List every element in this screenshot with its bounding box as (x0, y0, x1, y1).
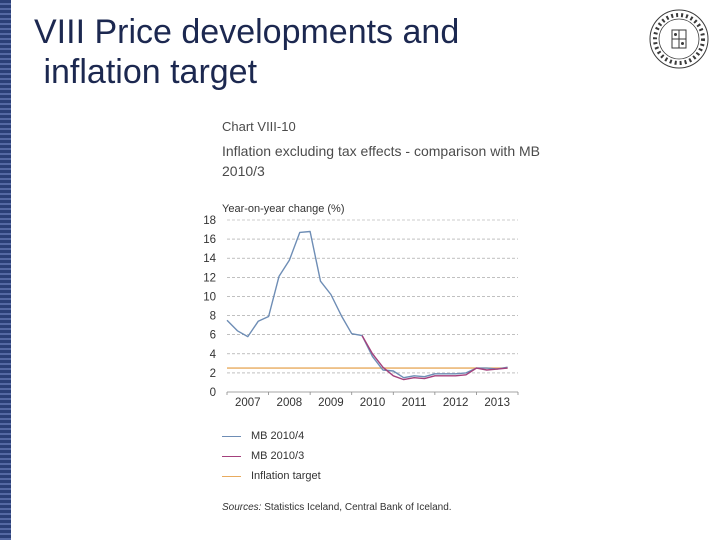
slide-edge-decoration (0, 0, 11, 540)
x-tick-label: 2009 (318, 397, 344, 409)
sources-label: Sources: (222, 502, 262, 513)
chart-title: Inflation excluding tax effects - compar… (222, 143, 541, 179)
slide-title-line-1: VIII Price developments and (34, 13, 460, 51)
y-tick-label: 0 (210, 387, 216, 399)
legend-label-inflation-target: Inflation target (251, 470, 321, 482)
y-tick-label: 14 (203, 253, 216, 265)
series-line-mb-2010-4 (226, 230, 508, 379)
y-tick-label: 10 (203, 291, 216, 303)
sources-text: Statistics Iceland, Central Bank of Icel… (264, 502, 452, 513)
y-tick-label: 8 (210, 311, 216, 323)
line-chart: Year-on-year change (%) 181614121086420 … (203, 203, 519, 409)
y-tick-label: 2 (210, 368, 216, 380)
central-bank-seal-logo (649, 9, 709, 69)
x-tick-label: 2007 (235, 397, 261, 409)
slide-title-line-2: inflation target (34, 53, 258, 91)
y-tick-label: 6 (210, 330, 216, 342)
x-tick-label: 2012 (443, 397, 469, 409)
chart-sources: Sources: Statistics Iceland, Central Ban… (222, 502, 452, 513)
legend-item-mb-2010-4: MB 2010/4 (222, 426, 321, 446)
chart-legend: MB 2010/4 MB 2010/3 Inflation target (222, 426, 321, 486)
x-tick-labels: 2007 2008 2009 2010 2011 2012 2013 (235, 397, 510, 409)
series-line-mb-2010-3 (361, 335, 508, 381)
legend-swatch-inflation-target (222, 475, 241, 477)
x-tick-label: 2008 (277, 397, 303, 409)
legend-swatch-mb-2010-3 (222, 455, 241, 457)
chart-header: Chart VIII-10 Inflation excluding tax ef… (222, 118, 542, 181)
y-tick-label: 18 (203, 215, 216, 227)
series-lines (226, 230, 508, 381)
x-tick-label: 2010 (360, 397, 386, 409)
legend-label-mb-2010-3: MB 2010/3 (251, 450, 305, 462)
y-tick-label: 16 (203, 234, 216, 246)
y-tick-label: 12 (203, 272, 216, 284)
legend-item-mb-2010-3: MB 2010/3 (222, 446, 321, 466)
x-tick-label: 2013 (484, 397, 510, 409)
x-tick-label: 2011 (402, 397, 427, 409)
legend-label-mb-2010-4: MB 2010/4 (251, 430, 305, 442)
y-tick-label: 4 (210, 349, 217, 361)
slide-title: VIII Price developments and inflation ta… (34, 12, 594, 92)
y-tick-labels: 18 16 14 12 10 8 6 4 2 0 (203, 215, 216, 399)
legend-swatch-mb-2010-4 (222, 435, 241, 437)
chart-number: Chart VIII-10 (222, 119, 296, 134)
legend-item-inflation-target: Inflation target (222, 466, 321, 486)
y-axis-label: Year-on-year change (%) (222, 203, 345, 215)
